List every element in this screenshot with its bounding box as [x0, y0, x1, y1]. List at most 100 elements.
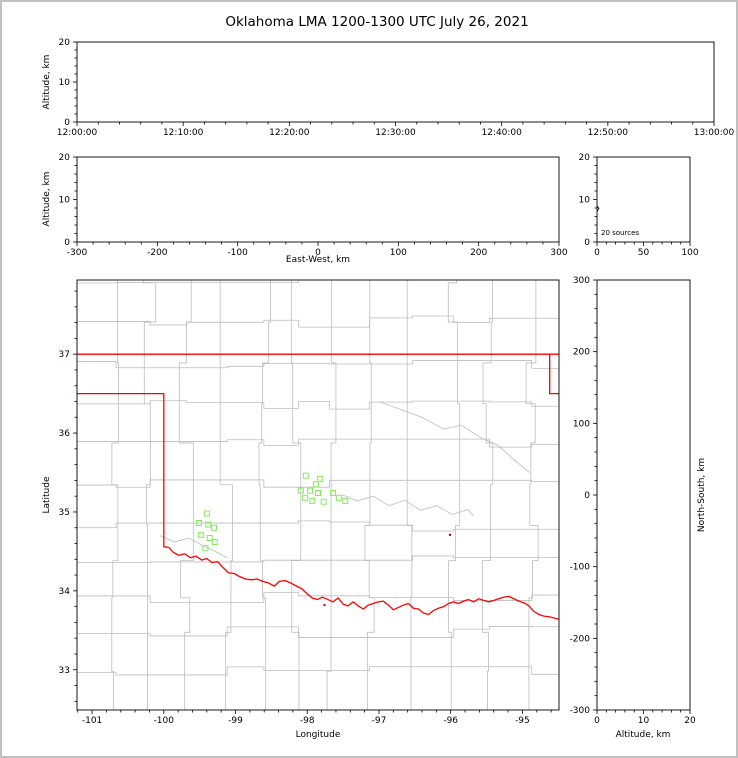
tick-label: -300 — [67, 248, 88, 258]
tick-label: 300 — [573, 276, 590, 286]
panel-plan-view-frame — [76, 279, 560, 711]
tick-label: -98 — [300, 716, 315, 726]
county-line — [525, 280, 539, 710]
lightning-source-marker — [312, 481, 319, 488]
county-boundaries — [77, 280, 559, 710]
river-line — [378, 401, 530, 473]
county-line — [77, 360, 559, 369]
county-line — [111, 280, 120, 710]
axis-label-altitude-ns-panel: Altitude, km — [615, 730, 671, 740]
tick-label: 100 — [573, 419, 590, 429]
county-line — [142, 280, 157, 710]
county-line — [406, 280, 413, 710]
sources-count-label: 20 sources — [601, 229, 640, 237]
tick-label: 20 — [579, 153, 591, 163]
county-line — [290, 280, 302, 710]
tick-label: 20 — [59, 153, 71, 163]
tick-label: 200 — [470, 248, 487, 258]
panel-ns-height-frame — [596, 279, 691, 711]
tick-label: 13:00:00 — [694, 128, 735, 138]
tick-label: -300 — [570, 706, 591, 716]
tick-label: -100 — [570, 563, 591, 573]
county-line — [258, 280, 271, 710]
tick-label: 12:30:00 — [375, 128, 416, 138]
tick-label: 100 — [390, 248, 407, 258]
tick-label: 0 — [594, 716, 600, 726]
lightning-source-marker — [302, 472, 309, 479]
lightning-source-marker — [335, 494, 342, 501]
county-line — [482, 280, 494, 710]
state-border-west-south — [77, 392, 559, 620]
tick-label: 0 — [584, 238, 590, 248]
lightning-source-marker — [210, 524, 217, 531]
tick-label: 12:40:00 — [481, 128, 522, 138]
tick-label: 0 — [584, 491, 590, 501]
tick-label: -99 — [228, 716, 243, 726]
panel-ew-height-frame — [76, 156, 560, 243]
tick-label: -101 — [82, 716, 102, 726]
tick-label: 0 — [64, 238, 70, 248]
county-line — [77, 315, 559, 328]
axis-label-altitude-ew-panel: Altitude, km — [42, 171, 52, 227]
tick-label: 50 — [638, 248, 650, 258]
tick-label: 12:10:00 — [163, 128, 204, 138]
tick-label: 10 — [59, 196, 71, 206]
tick-label: 10 — [59, 78, 71, 88]
tick-label: -100 — [154, 716, 175, 726]
axis-label-east-west: East-West, km — [285, 255, 351, 265]
lightning-source-marker — [211, 538, 218, 545]
tick-label: 37 — [59, 350, 70, 360]
tick-label: 12:50:00 — [588, 128, 629, 138]
figure-title: Oklahoma LMA 1200-1300 UTC July 26, 2021 — [225, 14, 529, 30]
county-line — [219, 280, 233, 710]
lightning-source-marker — [315, 490, 321, 497]
tick-label: 0 — [594, 248, 600, 258]
axis-label-north-south: North-South, km — [697, 457, 707, 533]
river-line — [341, 494, 474, 517]
county-line — [326, 280, 337, 710]
tick-label: 20 — [684, 716, 696, 726]
altitude-histogram-curve — [596, 205, 600, 212]
axis-label-latitude: Latitude — [42, 476, 52, 514]
tick-label: 12:00:00 — [57, 128, 98, 138]
county-line — [77, 438, 559, 448]
tick-label: 34 — [59, 587, 71, 597]
lightning-source-marker — [320, 498, 327, 505]
lightning-source-dot — [448, 533, 452, 537]
county-line — [364, 280, 375, 710]
lightning-source-marker — [195, 520, 202, 527]
county-line — [77, 520, 559, 532]
tick-label: 0 — [64, 118, 70, 128]
lightning-source-marker — [206, 535, 213, 541]
tick-label: 0 — [315, 248, 321, 258]
tick-label: 36 — [59, 429, 71, 439]
lightning-source-marker — [309, 497, 316, 504]
lightning-source-marker — [203, 510, 210, 517]
tick-label: -95 — [515, 716, 530, 726]
county-line — [77, 626, 559, 638]
lightning-source-marker — [198, 531, 205, 538]
county-line — [77, 479, 559, 488]
tick-label: 35 — [59, 508, 70, 518]
lightning-source-dot — [323, 603, 326, 607]
lightning-source-marker — [302, 494, 309, 501]
county-line — [178, 280, 194, 710]
lightning-source-marker — [205, 521, 212, 528]
lightning-source-marker — [202, 545, 209, 552]
county-line — [77, 666, 559, 676]
river-line — [160, 535, 228, 559]
county-line — [77, 555, 559, 563]
tick-label: 10 — [638, 716, 650, 726]
tick-label: 300 — [550, 248, 567, 258]
lightning-source-marker — [307, 487, 314, 494]
state-border-east — [549, 354, 559, 395]
tick-label: 200 — [573, 348, 590, 358]
tick-label: 33 — [59, 666, 70, 676]
county-line — [77, 400, 559, 410]
tick-label: 20 — [59, 38, 71, 48]
tick-label: -96 — [443, 716, 458, 726]
tick-label: 100 — [681, 248, 698, 258]
lightning-source-marker — [330, 490, 337, 497]
